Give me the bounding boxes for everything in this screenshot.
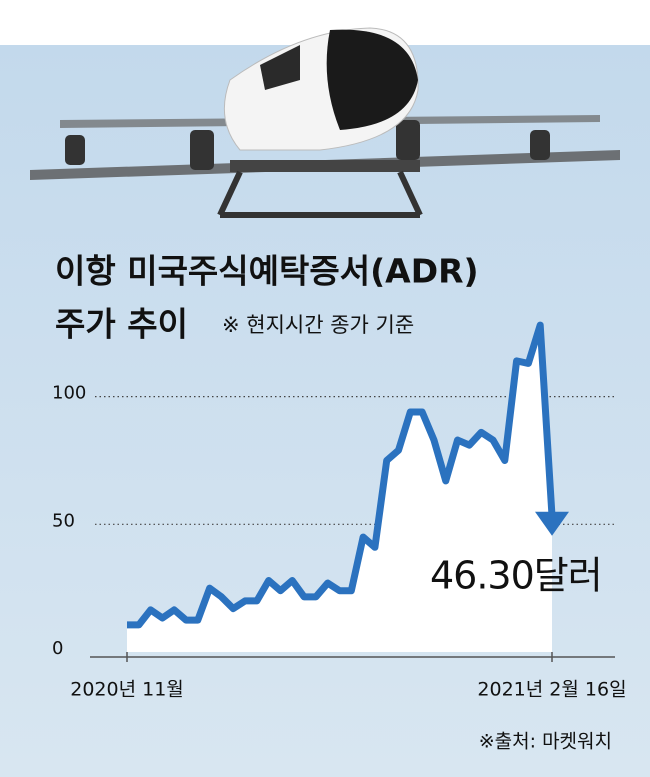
price-line bbox=[127, 321, 556, 629]
chart-subtitle: ※ 현지시간 종가 기준 bbox=[222, 313, 414, 337]
chart-title: 주가 추이 bbox=[55, 305, 188, 344]
drone-illustration bbox=[30, 27, 620, 218]
value-label: 46.30달러 bbox=[430, 554, 602, 598]
source-note: ※출처: 마켓워치 bbox=[479, 731, 612, 753]
y-tick-label: 50 bbox=[52, 510, 75, 531]
x-tick-label: 2021년 2월 16일 bbox=[477, 679, 626, 701]
end-arrow bbox=[535, 511, 569, 536]
x-tick-label: 2020년 11월 bbox=[70, 679, 184, 701]
y-tick-label: 0 bbox=[52, 638, 63, 659]
area-fill bbox=[127, 325, 552, 652]
y-tick-label: 100 bbox=[52, 383, 86, 404]
chart-title: 이항 미국주식예탁증서(ADR) bbox=[55, 252, 479, 291]
